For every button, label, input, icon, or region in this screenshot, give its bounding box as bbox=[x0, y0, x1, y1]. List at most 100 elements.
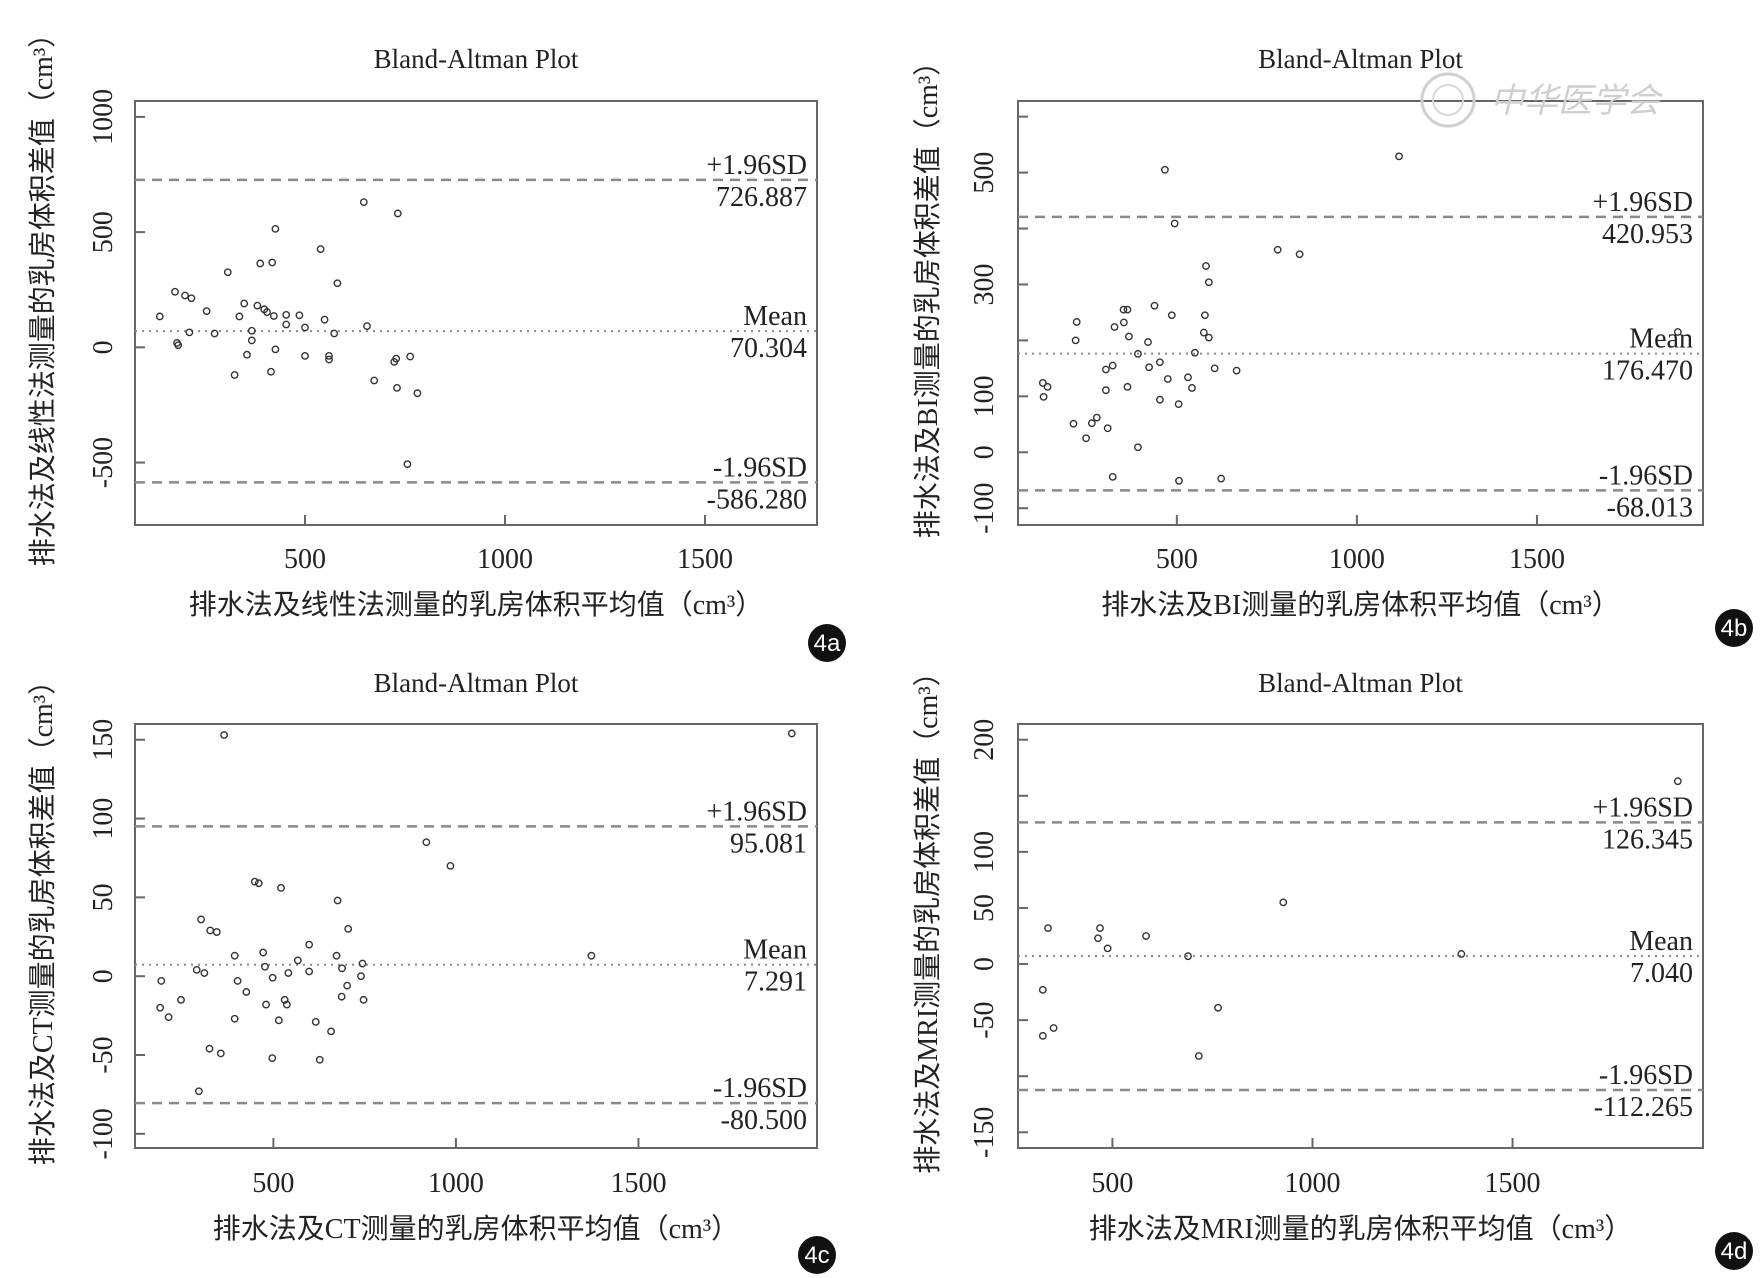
y-tick-label: -500 bbox=[88, 437, 119, 488]
data-point bbox=[1175, 476, 1183, 485]
data-point bbox=[1142, 932, 1150, 940]
data-point bbox=[220, 731, 228, 739]
y-tick-label: 0 bbox=[88, 340, 119, 354]
data-point bbox=[210, 329, 219, 338]
data-point bbox=[282, 310, 291, 319]
data-point bbox=[253, 301, 262, 310]
data-point bbox=[247, 326, 256, 335]
y-axis-label: 排水法及BI测量的乳房体积差值（cm³） bbox=[912, 48, 944, 539]
data-point bbox=[1049, 1024, 1058, 1032]
y-tick-label: 50 bbox=[88, 883, 119, 911]
data-point bbox=[206, 926, 215, 935]
data-point bbox=[333, 896, 342, 905]
y-tick-label: 500 bbox=[969, 152, 1000, 194]
upper-value: 726.887 bbox=[716, 182, 807, 213]
y-tick-label: -50 bbox=[969, 1001, 1000, 1038]
data-point bbox=[205, 1044, 214, 1053]
data-point bbox=[325, 351, 333, 360]
data-point bbox=[392, 354, 401, 363]
data-point bbox=[1092, 413, 1101, 422]
data-point bbox=[1134, 443, 1142, 452]
data-point bbox=[1101, 386, 1110, 395]
data-point bbox=[1210, 364, 1219, 373]
mean-label: Mean bbox=[743, 301, 807, 332]
y-axis-label: 排水法及MRI测量的乳房体积差值（cm³） bbox=[912, 658, 944, 1174]
data-point bbox=[446, 861, 455, 870]
data-point bbox=[282, 1000, 291, 1009]
x-axis-label: 排水法及线性法测量的乳房体积平均值（cm³） bbox=[189, 589, 764, 621]
data-point bbox=[254, 879, 263, 888]
data-point bbox=[230, 951, 239, 960]
panel-badge bbox=[808, 624, 846, 662]
x-tick-label: 500 bbox=[284, 544, 326, 575]
lower-label: -1.96SD bbox=[1599, 460, 1693, 491]
y-tick-label: 500 bbox=[88, 211, 119, 253]
data-point bbox=[200, 969, 209, 977]
data-point bbox=[406, 352, 415, 361]
data-point bbox=[235, 312, 244, 321]
y-tick-label: 0 bbox=[88, 969, 119, 983]
data-point bbox=[1108, 361, 1117, 370]
y-tick-label: 0 bbox=[969, 957, 1000, 971]
data-point bbox=[243, 350, 251, 359]
data-point bbox=[332, 951, 341, 960]
data-point bbox=[155, 312, 164, 321]
data-point bbox=[1201, 311, 1209, 320]
y-tick-label: -150 bbox=[969, 1107, 1000, 1158]
panel-badge bbox=[1715, 609, 1753, 647]
data-point bbox=[1123, 305, 1132, 314]
data-point bbox=[358, 959, 367, 968]
upper-label: +1.96SD bbox=[1592, 792, 1693, 823]
y-tick-label: 0 bbox=[969, 445, 1000, 459]
panel-label: 4d bbox=[1721, 1238, 1748, 1265]
data-point bbox=[1069, 419, 1078, 428]
society-seal-inner bbox=[1432, 84, 1464, 116]
data-point bbox=[320, 315, 329, 324]
panel-badge bbox=[1715, 1232, 1753, 1270]
y-tick-label: -100 bbox=[969, 483, 1000, 534]
data-point bbox=[393, 209, 402, 218]
panel-label: 4c bbox=[804, 1242, 829, 1269]
upper-label: +1.96SD bbox=[706, 796, 807, 827]
data-point bbox=[185, 328, 194, 337]
data-point bbox=[337, 992, 346, 1001]
data-point bbox=[295, 311, 304, 320]
mean-value: 70.304 bbox=[730, 333, 807, 364]
data-point bbox=[274, 1016, 283, 1025]
data-point bbox=[1155, 395, 1164, 404]
x-tick-label: 1500 bbox=[610, 1168, 666, 1199]
data-point bbox=[1204, 333, 1213, 342]
data-point bbox=[282, 320, 291, 329]
y-axis-label: 排水法及CT测量的乳房体积差值（cm³） bbox=[27, 667, 59, 1165]
plot-area bbox=[134, 723, 818, 1149]
data-point bbox=[1134, 349, 1142, 358]
data-point bbox=[216, 1049, 225, 1058]
data-point bbox=[267, 367, 275, 376]
y-tick-label: 100 bbox=[88, 798, 119, 840]
data-point bbox=[233, 977, 242, 985]
data-point bbox=[262, 1000, 270, 1009]
data-point bbox=[1123, 382, 1132, 391]
x-tick-label: 1000 bbox=[477, 544, 533, 575]
data-point bbox=[1163, 375, 1172, 383]
data-point bbox=[1119, 318, 1128, 327]
lower-value: -586.280 bbox=[707, 484, 807, 515]
data-point bbox=[325, 355, 333, 364]
y-tick-label: 1000 bbox=[88, 89, 119, 145]
data-point bbox=[1125, 332, 1133, 341]
data-point bbox=[263, 308, 271, 316]
upper-value: 420.953 bbox=[1602, 219, 1693, 250]
y-tick-label: 150 bbox=[88, 719, 119, 761]
lower-value: -112.265 bbox=[1594, 1092, 1693, 1123]
x-axis-label: 排水法及MRI测量的乳房体积平均值（cm³） bbox=[1089, 1213, 1633, 1245]
data-point bbox=[1103, 424, 1112, 433]
data-point bbox=[1174, 400, 1183, 409]
data-point bbox=[1108, 472, 1117, 481]
data-point bbox=[247, 336, 256, 345]
data-point bbox=[271, 345, 280, 354]
data-point bbox=[587, 951, 596, 960]
data-point bbox=[1190, 348, 1199, 357]
data-point bbox=[344, 925, 353, 933]
data-point bbox=[192, 965, 201, 974]
